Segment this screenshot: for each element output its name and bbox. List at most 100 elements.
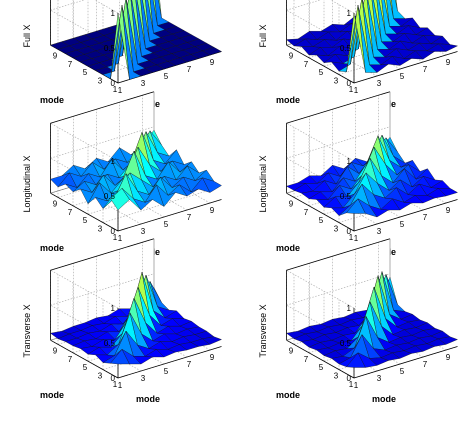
x-tick-label: 1: [118, 381, 123, 390]
x-tick-label: 5: [164, 72, 169, 81]
x-tick-label: 1: [354, 86, 359, 95]
x-tick-label: 5: [400, 220, 405, 229]
x-axis-label: mode: [372, 394, 396, 404]
y-tick-label: 7: [68, 60, 73, 69]
surface-patch: [438, 188, 458, 197]
z-tick-label: 0.5: [104, 339, 116, 348]
z-tick-label: 0: [347, 374, 352, 383]
surface-patch: [202, 47, 222, 56]
x-tick-label: 1: [354, 381, 359, 390]
z-tick-label: 0: [347, 227, 352, 236]
y-tick-label: 1: [349, 233, 354, 242]
x-tick-label: 1: [118, 234, 123, 243]
surface-mesh: [286, 134, 458, 218]
y-tick-label: 1: [349, 380, 354, 389]
x-tick-label: 1: [118, 86, 123, 95]
z-tick-label: 0: [111, 79, 116, 88]
x-tick-label: 5: [400, 367, 405, 376]
y-tick-label: 7: [304, 208, 309, 217]
z-axis-label: Longitudinal X: [258, 155, 268, 212]
x-tick-label: 7: [187, 213, 192, 222]
x-tick-label: 7: [423, 360, 428, 369]
y-tick-label: 9: [289, 346, 294, 355]
surface-patch: [438, 43, 459, 52]
y-tick-label: 5: [319, 216, 324, 225]
y-tick-label: 9: [289, 199, 294, 208]
y-tick-label: 7: [304, 60, 309, 69]
y-axis-label: mode: [276, 243, 300, 253]
y-tick-label: 9: [53, 346, 58, 355]
y-tick-label: 5: [83, 363, 88, 372]
y-axis-label: mode: [40, 95, 64, 105]
x-tick-label: 9: [210, 206, 215, 215]
y-tick-label: 9: [289, 51, 294, 60]
z-tick-label: 0.5: [340, 44, 352, 53]
y-axis-label: mode: [40, 390, 64, 400]
x-tick-label: 7: [187, 65, 192, 74]
surface-mesh: [50, 272, 222, 365]
y-tick-label: 3: [98, 372, 103, 381]
y-tick-label: 9: [53, 199, 58, 208]
x-tick-label: 3: [141, 227, 146, 236]
x-tick-label: 9: [210, 58, 215, 67]
z-tick-label: 0.5: [340, 192, 352, 201]
y-tick-label: 9: [53, 51, 58, 60]
z-tick-label: 0.5: [340, 339, 352, 348]
surface-mesh: [50, 129, 222, 211]
y-tick-label: 5: [319, 68, 324, 77]
surface-mesh: [50, 0, 222, 80]
x-tick-label: 9: [210, 353, 215, 362]
z-axis-label: Transverse X: [22, 304, 32, 357]
x-tick-label: 3: [377, 374, 382, 383]
z-tick-label: 1: [347, 9, 352, 18]
z-tick-label: 1: [347, 157, 352, 166]
y-tick-label: 1: [113, 380, 118, 389]
z-tick-label: 0.5: [104, 44, 116, 53]
surface-plot-1: 00.511357913579modemodeFull X: [22, 0, 222, 109]
x-tick-label: 1: [354, 234, 359, 243]
y-tick-label: 7: [304, 355, 309, 364]
z-tick-label: 1: [347, 304, 352, 313]
y-tick-label: 5: [83, 216, 88, 225]
y-tick-label: 7: [68, 355, 73, 364]
x-tick-label: 3: [141, 79, 146, 88]
y-axis-label: mode: [276, 390, 300, 400]
surface-plot-3: 00.511357913579modemodeLongitudinal X: [22, 91, 222, 257]
z-tick-label: 0: [347, 79, 352, 88]
z-tick-label: 1: [111, 304, 116, 313]
z-axis-label: Longitudinal X: [22, 155, 32, 212]
y-tick-label: 3: [334, 77, 339, 86]
y-tick-label: 5: [83, 68, 88, 77]
surface-mesh: [286, 271, 458, 368]
y-tick-label: 3: [334, 372, 339, 381]
y-axis-label: mode: [276, 95, 300, 105]
y-axis-label: mode: [40, 243, 64, 253]
x-tick-label: 9: [446, 206, 451, 215]
surface-patch: [438, 336, 458, 345]
x-tick-label: 3: [377, 79, 382, 88]
z-axis-label: Transverse X: [258, 304, 268, 357]
z-axis-label: Full X: [22, 24, 32, 47]
z-tick-label: 1: [111, 157, 116, 166]
z-tick-label: 0: [111, 374, 116, 383]
y-tick-label: 1: [113, 85, 118, 94]
x-tick-label: 3: [377, 227, 382, 236]
surface-patch: [202, 336, 222, 345]
x-tick-label: 5: [164, 220, 169, 229]
y-tick-label: 1: [349, 85, 354, 94]
surface-mesh: [286, 0, 459, 73]
x-tick-label: 3: [141, 374, 146, 383]
y-tick-label: 3: [334, 225, 339, 234]
x-tick-label: 9: [446, 58, 451, 67]
y-tick-label: 7: [68, 208, 73, 217]
surface-patch: [202, 177, 222, 193]
y-tick-label: 3: [98, 225, 103, 234]
z-axis-label: Full X: [258, 24, 268, 47]
x-tick-label: 9: [446, 353, 451, 362]
x-tick-label: 5: [164, 367, 169, 376]
x-tick-label: 7: [187, 360, 192, 369]
surface-plot-2: 00.511357913579modemodeFull X: [258, 0, 459, 109]
